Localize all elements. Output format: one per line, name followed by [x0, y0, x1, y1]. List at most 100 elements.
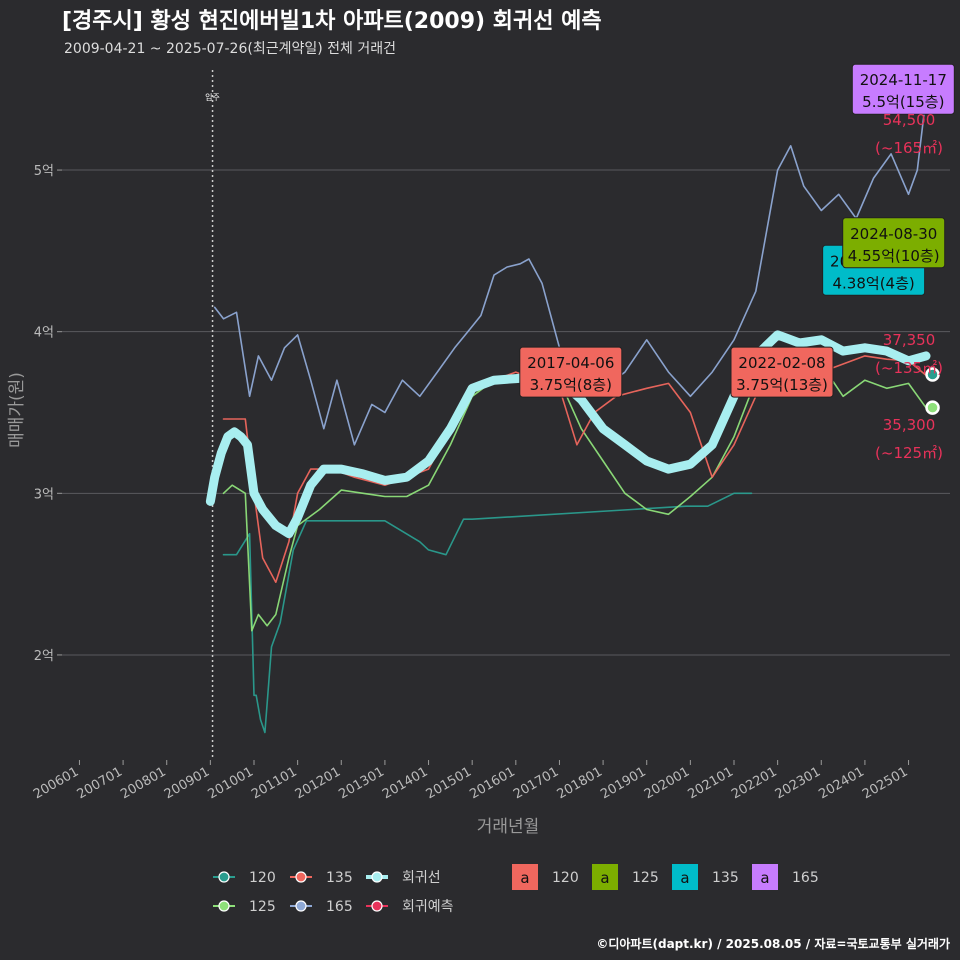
legend-box-swatch	[752, 864, 778, 890]
end-label-value: 37,350	[883, 331, 936, 349]
forecast-point-125	[925, 400, 940, 415]
legend-swatch-dot	[371, 900, 383, 912]
annotation-1: 2022-02-08 3.75억(13층)	[730, 346, 834, 398]
x-tick-label: 202001	[642, 764, 692, 802]
legend-box-swatch	[512, 864, 538, 890]
annotation-price: 5.5억(15층)	[862, 93, 944, 111]
end-label-area: (~135㎡)	[875, 359, 943, 377]
y-tick-label: 5억	[34, 164, 54, 179]
legend-box-label: 165	[792, 870, 819, 886]
legend-label: 120	[249, 870, 276, 886]
legend-swatch-dot	[371, 871, 383, 883]
annotation-date: 2024-11-17	[860, 71, 947, 89]
annotation-0: 2017-04-06 3.75억(8층)	[519, 346, 623, 398]
legend-box-item-3: a 165	[752, 864, 819, 890]
annotation-price: 3.75억(8층)	[530, 376, 612, 394]
x-tick-label: 201301	[336, 764, 386, 802]
grid	[62, 169, 950, 656]
x-axis: 2006012007012008012009012010012011012012…	[31, 760, 911, 802]
y-tick-label: 4억	[34, 326, 54, 341]
x-tick-label: 201201	[293, 764, 343, 802]
legend-box-label: 125	[632, 870, 659, 886]
series-line-회귀선	[205, 330, 931, 539]
legend-label: 회귀예측	[402, 899, 454, 915]
chart-subtitle: 2009-04-21 ~ 2025-07-26(최근계약일) 전체 거래건	[64, 41, 396, 57]
x-tick-label: 201101	[249, 764, 299, 802]
annotation-box	[730, 346, 834, 398]
end-label-value: 54,500	[883, 111, 936, 129]
x-tick-label: 201601	[467, 764, 517, 802]
move-in-marker: 입주	[205, 70, 220, 760]
legend-swatch-dot	[218, 871, 230, 883]
annotation-box	[519, 346, 623, 398]
legend-swatch-dot	[218, 900, 230, 912]
x-tick-label: 201701	[511, 764, 561, 802]
caption: ©디아파트(dapt.kr) / 2025.08.05 / 자료=국토교통부 실…	[596, 936, 950, 951]
forecast-point-120	[925, 367, 940, 382]
legend-label: 165	[326, 899, 353, 915]
annotation-date: 2022-02-08	[738, 354, 825, 372]
annotation-price: 4.38억(4층)	[833, 274, 915, 292]
legend-item-0: 120	[213, 870, 276, 886]
y-axis: 2억 3억 4억 5억	[34, 164, 62, 664]
x-tick-label: 202401	[816, 764, 866, 802]
chart-title: [경주시] 황성 현진에버빌1차 아파트(2009) 회귀선 예측	[62, 9, 602, 34]
legend-item-2: 회귀선	[366, 870, 441, 886]
x-tick-label: 202201	[729, 764, 779, 802]
legend-box-char: a	[760, 869, 769, 887]
legend-box-item-1: a 125	[592, 864, 659, 890]
x-tick-label: 201901	[598, 764, 648, 802]
x-tick-label: 201801	[555, 764, 605, 802]
annotation-date: 2024-08-30	[850, 225, 937, 243]
series-lines	[205, 96, 931, 734]
legend-box-char: a	[520, 869, 529, 887]
series-line-120	[222, 492, 753, 734]
y-tick-label: 3억	[34, 487, 54, 502]
annotation-4: 2024-11-17 5.5억(15층)	[851, 63, 955, 115]
series-line-165	[213, 96, 927, 446]
legend-box-label: 135	[712, 870, 739, 886]
end-label-area: (~165㎡)	[875, 139, 943, 157]
annotation-price: 3.75억(13층)	[736, 376, 828, 394]
legend-box-char: a	[600, 869, 609, 887]
legend-swatch-dot	[295, 871, 307, 883]
legend-box-item-2: a 135	[672, 864, 739, 890]
legend-item-5: 회귀예측	[366, 899, 454, 915]
x-tick-label: 201001	[206, 764, 256, 802]
x-tick-label: 202101	[686, 764, 736, 802]
end-labels: 54,500 (~165㎡) 37,350 (~135㎡) 35,300 (~125㎡)	[875, 111, 943, 462]
legend-label: 135	[326, 870, 353, 886]
end-label-area: (~125㎡)	[875, 444, 943, 462]
legend-box-swatch	[672, 864, 698, 890]
annotation-date: 2017-04-06	[527, 354, 614, 372]
end-label-value: 35,300	[883, 416, 936, 434]
legend-box-label: 120	[552, 870, 579, 886]
legend-box-item-0: a 120	[512, 864, 579, 890]
y-axis-title: 매매가(원)	[7, 372, 27, 448]
legend-box-swatch	[592, 864, 618, 890]
legend-item-4: 165	[290, 899, 353, 915]
annotations: 2017-04-063.75억(8층)2022-02-083.75억(13층)2…	[519, 63, 955, 398]
annotation-box	[842, 217, 946, 269]
annotation-3: 2024-08-30 4.55억(10층)	[842, 217, 946, 269]
x-tick-label: 202501	[860, 764, 910, 802]
legend-item-1: 135	[290, 870, 353, 886]
annotation-box	[851, 63, 955, 115]
annotation-price: 4.55억(10층)	[848, 247, 940, 265]
x-tick-label: 200601	[31, 764, 81, 802]
x-tick-label: 200901	[162, 764, 212, 802]
move-in-label: 입주	[205, 93, 220, 102]
x-tick-label: 200801	[118, 764, 168, 802]
x-tick-label: 202301	[773, 764, 823, 802]
x-tick-label: 200701	[75, 764, 125, 802]
legend-label: 회귀선	[402, 870, 441, 886]
legend-box-char: a	[680, 869, 689, 887]
legend-label: 125	[249, 899, 276, 915]
legend-swatch-dot	[295, 900, 307, 912]
x-tick-label: 201501	[424, 764, 474, 802]
legend: 120 135 회귀선 125 165 회귀예측 a 120 a 125 a 135 a 165	[213, 864, 819, 915]
legend-item-3: 125	[213, 899, 276, 915]
x-tick-label: 201401	[380, 764, 430, 802]
y-tick-label: 2억	[34, 649, 54, 664]
